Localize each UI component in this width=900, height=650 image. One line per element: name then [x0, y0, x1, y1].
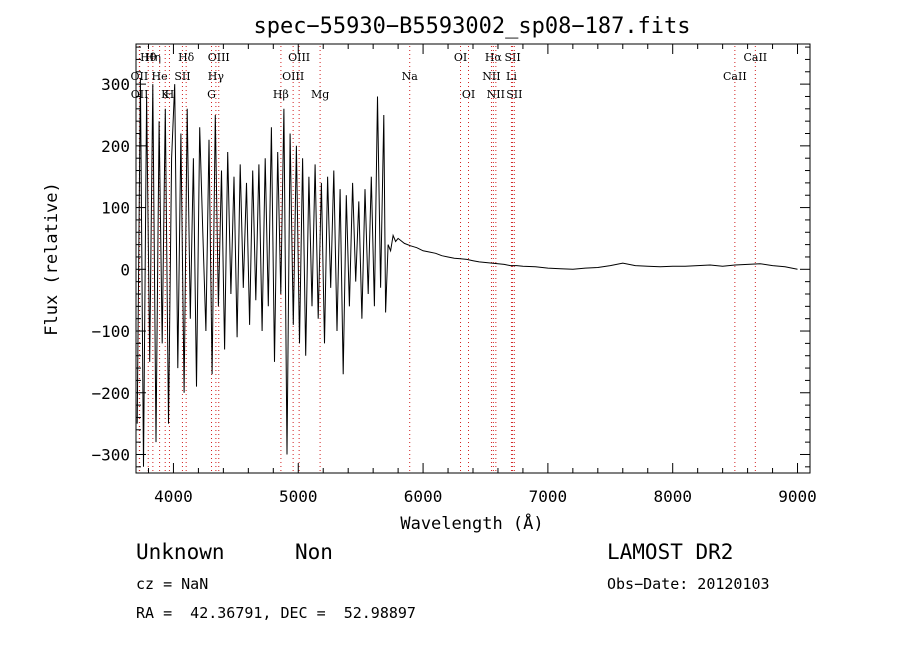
line-marker-label-19: K [161, 88, 170, 101]
obs-date-label: Obs−Date: 20120103 [607, 575, 770, 593]
series-group [136, 77, 798, 467]
line-marker-label-17: CaII [723, 70, 747, 83]
line-marker-label-6: Hα [485, 51, 503, 64]
line-marker-label-11: SII [174, 70, 190, 83]
x-tick-label: 5000 [279, 487, 318, 506]
y-axis: −300 −200 −100 0 100 200 300 [91, 46, 810, 468]
x-tick-label: 8000 [653, 487, 692, 506]
line-marker-label-24: OI [462, 88, 475, 101]
y-tick-label: 300 [101, 75, 130, 94]
line-marker-label-10: He [152, 70, 168, 83]
x-tick-label: 7000 [529, 487, 568, 506]
y-tick-label: 0 [120, 260, 130, 279]
line-marker-label-26: SII [506, 88, 522, 101]
subclass-label: Non [295, 540, 333, 564]
line-marker-label-22: Hβ [273, 88, 289, 101]
line-marker-label-18: OII [131, 88, 149, 101]
line-marker-label-1: Hη [145, 51, 161, 64]
x-tick-label: 4000 [154, 487, 193, 506]
line-marker-label-3: OIII [208, 51, 230, 64]
class-label: Unknown [136, 540, 225, 564]
spectrum-line-0 [136, 77, 798, 467]
line-marker-label-16: Li [506, 70, 517, 83]
line-marker-label-15: NII [482, 70, 500, 83]
line-marker-label-23: Mg [311, 88, 329, 101]
y-tick-label: −100 [91, 322, 130, 341]
y-tick-label: 200 [101, 137, 130, 156]
line-marker-label-9: OII [131, 70, 149, 83]
line-marker-label-21: G [207, 88, 216, 101]
chart-title: spec−55930−B5593002_sp08−187.fits [253, 14, 690, 39]
x-tick-label: 6000 [404, 487, 443, 506]
survey-label: LAMOST DR2 [607, 540, 734, 564]
y-tick-label: 100 [101, 199, 130, 218]
x-axis-label: Wavelength (Å) [400, 512, 543, 534]
x-tick-label: 9000 [778, 487, 817, 506]
line-marker-label-2: Hδ [178, 51, 195, 64]
line-marker-label-13: OIII [282, 70, 304, 83]
line-marker-label-20: H [165, 88, 175, 101]
line-marker-label-25: NII [487, 88, 505, 101]
y-tick-label: −300 [91, 445, 130, 464]
line-marker-label-8: CaII [743, 51, 767, 64]
line-marker-label-7: SII [504, 51, 520, 64]
line-marker-label-5: OI [454, 51, 467, 64]
line-marker-label-4: OIII [288, 51, 310, 64]
coordinates-label: RA = 42.36791, DEC = 52.98897 [136, 604, 416, 622]
y-axis-label: Flux (relative) [42, 182, 62, 336]
y-tick-label: −200 [91, 384, 130, 403]
line-marker-label-12: Hγ [208, 70, 225, 83]
redshift-label: cz = NaN [136, 575, 209, 593]
line-marker-label-14: Na [402, 70, 419, 83]
x-axis: 4000 5000 6000 7000 8000 9000 [147, 44, 817, 506]
plot-frame [135, 43, 811, 474]
